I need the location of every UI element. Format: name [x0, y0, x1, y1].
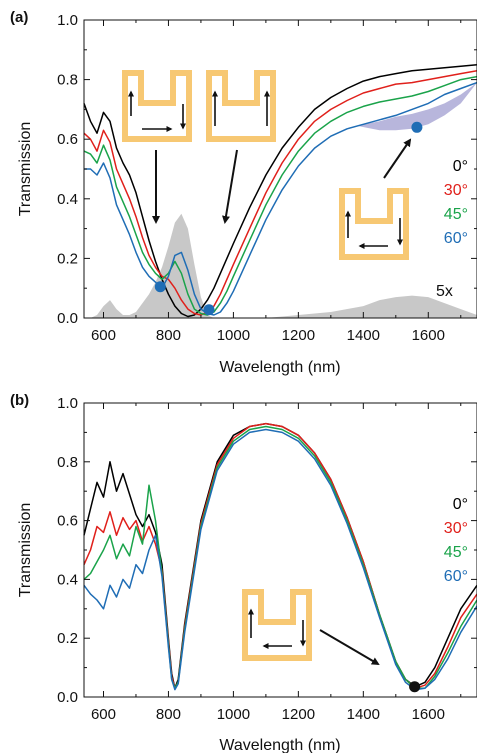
panel-a: (a) 600 800 1000 1200 1400 1600 0.0 0.2 0.4 0.6 0.…	[10, 9, 477, 376]
y-tick-label: 0.2	[57, 250, 78, 267]
x-tick-label: 1200	[282, 327, 315, 344]
x-tick-label: 1400	[347, 327, 380, 344]
panel-b-markers-layer	[409, 681, 421, 693]
y-tick-label: 0.8	[57, 72, 78, 89]
panel-a-shaded-band-layer	[356, 82, 477, 131]
y-tick-label: 0.4	[57, 571, 78, 588]
data-marker-2	[411, 121, 423, 133]
shaded-band	[356, 82, 477, 131]
panel-a-ticks: 600 800 1000 1200 1400 1600 0.0 0.2 0.4 0.6 0.8 1.0	[57, 12, 477, 344]
x-tick-label: 1400	[347, 706, 380, 723]
panel-a-xlabel: Wavelength (nm)	[219, 359, 340, 376]
y-tick-label: 1.0	[57, 395, 78, 412]
y-tick-label: 0.0	[57, 689, 78, 706]
series-line-1	[83, 422, 477, 689]
panel-a-plot-frame	[83, 19, 477, 319]
y-tick-label: 1.0	[57, 12, 78, 29]
y-tick-label: 0.8	[57, 454, 78, 471]
panel-b-inset-srr	[242, 589, 312, 661]
panel-b-pointer-arrow	[319, 629, 380, 666]
x-tick-label: 1200	[282, 706, 315, 723]
panel-a-inset-srr-1	[122, 70, 192, 142]
panel-b-plot-frame	[83, 402, 477, 698]
panel-a-inset-srr-2	[206, 70, 276, 142]
x-tick-label: 1000	[217, 327, 250, 344]
panel-b-series-layer	[83, 422, 477, 691]
panel-b-ticks: 600 800 1000 1200 1400 1600 0.0 0.2 0.4 0.6 0.8 1.0	[57, 395, 477, 723]
legend-item-0deg: 0°	[453, 158, 468, 175]
x-tick-label: 800	[156, 327, 181, 344]
legend-item-30deg: 30°	[444, 520, 468, 537]
panel-b: (b) 600 800 1000 1200 1400 1600 0.0 0.2 0.4 0.6 0.…	[10, 392, 477, 753]
panel-a-annotation-5x: 5x	[436, 283, 453, 300]
data-marker-0	[154, 281, 166, 293]
legend-item-45deg: 45°	[444, 544, 468, 561]
panel-a-pointer-arrow-3	[383, 138, 412, 179]
series-line-0	[83, 422, 477, 689]
legend-item-60deg: 60°	[444, 230, 468, 247]
data-marker-1	[203, 304, 215, 316]
data-marker-0	[409, 681, 421, 693]
series-line-3	[83, 428, 477, 691]
panel-a-label: (a)	[10, 9, 28, 26]
legend-item-0deg: 0°	[453, 496, 468, 513]
legend-item-60deg: 60°	[444, 568, 468, 585]
x-tick-label: 800	[156, 706, 181, 723]
panel-a-legend: 0° 30° 45° 60°	[444, 158, 468, 247]
y-tick-label: 0.4	[57, 191, 78, 208]
shaded-spectrum	[84, 213, 477, 318]
y-tick-label: 0.6	[57, 513, 78, 530]
panel-a-shaded-spectrum-layer	[84, 213, 477, 318]
legend-item-30deg: 30°	[444, 182, 468, 199]
y-tick-label: 0.2	[57, 630, 78, 647]
panel-b-ylabel: Transmission	[17, 503, 34, 598]
panel-a-pointer-arrow-2	[222, 149, 238, 224]
x-tick-label: 600	[91, 327, 116, 344]
x-tick-label: 1600	[412, 327, 445, 344]
panel-a-markers-layer	[154, 121, 423, 316]
x-tick-label: 600	[91, 706, 116, 723]
x-tick-label: 1600	[412, 706, 445, 723]
panel-b-label: (b)	[10, 392, 29, 409]
x-tick-label: 1000	[217, 706, 250, 723]
series-line-2	[83, 425, 477, 689]
panel-b-legend: 0° 30° 45° 60°	[444, 496, 468, 585]
panel-a-inset-srr-3	[339, 188, 409, 260]
y-tick-label: 0.0	[57, 310, 78, 327]
y-tick-label: 0.6	[57, 131, 78, 148]
series-line-2	[83, 75, 477, 316]
panel-a-ylabel: Transmission	[17, 122, 34, 217]
panel-b-xlabel: Wavelength (nm)	[219, 737, 340, 753]
legend-item-45deg: 45°	[444, 206, 468, 223]
series-line-0	[83, 63, 477, 318]
